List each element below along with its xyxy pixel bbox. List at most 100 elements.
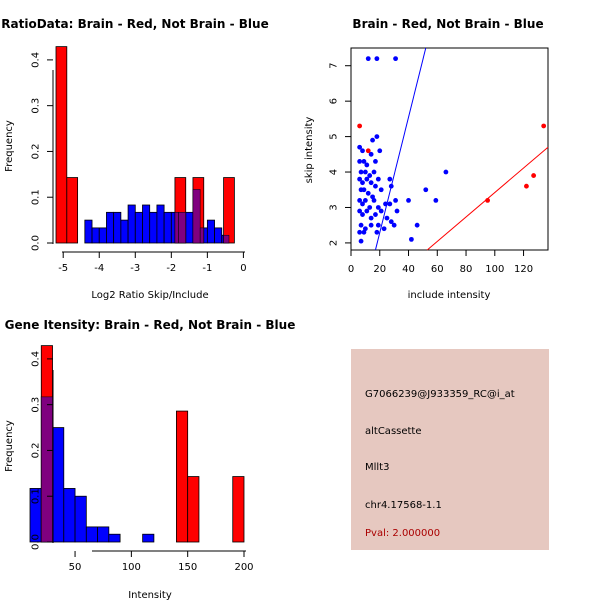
p3-red-bar-2 [187, 476, 200, 543]
p1-red-bar-1 [66, 177, 79, 244]
scatter-red-point-4 [531, 173, 537, 178]
p1-y-tick-label: 0.2 [31, 143, 42, 159]
scatter-blue-point-39 [387, 201, 393, 207]
scatter-blue-point-15 [367, 173, 373, 178]
p1-blue-bar-9 [149, 211, 158, 244]
scatter-blue-point-13 [358, 169, 364, 175]
scatter-blue-point-8 [377, 148, 383, 154]
p3-y-tick-label: 0.3 [31, 397, 42, 413]
scatter-blue-point-3 [374, 134, 380, 139]
p1-blue-bar-6 [127, 204, 136, 244]
probe-id: G7066239@J933359_RC@i_at [365, 389, 515, 400]
scatter-blue-point-18 [360, 180, 365, 186]
p3-blue-bar-4 [74, 495, 87, 543]
p1-blue-bar-10 [156, 204, 165, 244]
scatter-blue-point-40 [393, 197, 398, 203]
scatter-blue-point-48 [378, 208, 384, 214]
scatter-blue-point-23 [387, 176, 393, 182]
scatter-blue-point-20 [368, 180, 374, 186]
p1-x-tick-label: -1 [202, 263, 212, 274]
scatter-blue-point-38 [383, 201, 388, 207]
p1-blue-bar-0 [84, 219, 93, 244]
gene-name: Mllt3 [365, 462, 389, 473]
p1-blue-bar-18 [214, 227, 223, 244]
scatter-frame [350, 47, 549, 251]
p1-overlap-bar [178, 212, 186, 244]
p1-red-bar-0 [55, 46, 68, 244]
event-type: altCassette [365, 426, 422, 437]
scatter-blue-point-49 [384, 215, 390, 221]
scatter-blue-point-55 [374, 229, 380, 235]
scatter-blue-point-19 [364, 176, 370, 182]
scatter-blue-point-63 [358, 238, 364, 244]
scatter-blue-point-60 [361, 229, 367, 235]
scatter-y-tick-label: 7 [329, 63, 340, 69]
scatter-blue-point-17 [357, 176, 363, 182]
p1-x-tick-label: 0 [240, 263, 246, 274]
scatter-blue-fit-line [374, 47, 427, 251]
p3-blue-bar-7 [108, 533, 121, 543]
p3-y-tick-label: 0.1 [31, 488, 42, 504]
scatter-blue-point-54 [368, 222, 374, 228]
info-panel: G7066239@J933359_RC@i_at altCassette Mll… [351, 349, 549, 550]
scatter-blue-point-32 [357, 197, 363, 203]
p-value: Pval: 2.000000 [365, 528, 440, 539]
scatter-red-point-2 [485, 197, 491, 203]
p1-x-tick-label: -3 [130, 263, 140, 274]
p1-overlap-bar [223, 234, 230, 244]
scatter-y-tick-label: 2 [329, 240, 340, 246]
scatter-blue-point-59 [357, 229, 363, 235]
p1-y-tick-label: 0.4 [31, 52, 42, 68]
p1-blue-bar-11 [163, 211, 172, 244]
p3-x-tick-label: 50 [69, 562, 82, 573]
p3-blue-bar-2 [52, 427, 65, 543]
p1-y-tick-label: 0.0 [31, 235, 42, 251]
scatter-blue-point-2 [393, 56, 398, 62]
scatter-blue-point-50 [388, 219, 394, 225]
p3-x-tick-label: 150 [178, 562, 197, 573]
scatter-blue-point-56 [381, 226, 387, 232]
scatter-blue-point-34 [362, 197, 368, 203]
p1-overlap-bar [199, 227, 205, 244]
intensity-x-label: Intensity [128, 590, 172, 600]
intensity-y-label: Frequency [4, 420, 15, 472]
p3-y-tick-label: 0.2 [31, 442, 42, 458]
scatter-blue-point-14 [362, 169, 368, 175]
p1-blue-bar-7 [134, 211, 143, 244]
scatter-x-tick-label: 120 [514, 264, 533, 275]
scatter-blue-point-5 [357, 144, 363, 150]
p1-y-tick-label: 0.1 [31, 189, 42, 205]
p1-x-tick-label: -5 [58, 263, 68, 274]
p1-overlap-bar [192, 189, 201, 244]
p1-blue-bar-8 [142, 204, 151, 244]
p3-overlap-bar [41, 396, 53, 543]
info-panel-background [351, 349, 549, 550]
scatter-blue-point-57 [391, 222, 397, 228]
p3-y-tick-label: 0.0 [31, 534, 42, 550]
p3-x-tick-label: 100 [122, 562, 141, 573]
scatter-red-point-5 [541, 123, 547, 129]
scatter-x-tick-label: 100 [485, 264, 504, 275]
scatter-blue-point-46 [368, 215, 374, 221]
scatter-blue-point-21 [375, 176, 381, 182]
scatter-blue-point-7 [368, 151, 374, 157]
scatter-blue-point-61 [375, 222, 381, 228]
scatter-blue-point-25 [361, 187, 367, 193]
scatter-blue-point-16 [371, 169, 377, 175]
p3-blue-bar-9 [142, 533, 155, 543]
scatter-blue-point-30 [388, 183, 394, 189]
scatter-red-point-0 [357, 123, 363, 129]
p1-blue-bar-5 [120, 219, 129, 244]
scatter-y-tick-label: 4 [329, 169, 340, 175]
scatter-blue-point-29 [378, 187, 384, 193]
scatter-blue-point-11 [364, 162, 370, 168]
intensity-histogram: Gene Itensity: Brain - Red, Not Brain - … [4, 318, 295, 600]
scatter-blue-point-42 [433, 197, 439, 203]
p1-blue-bar-4 [113, 211, 122, 244]
scatter-blue-point-10 [361, 159, 367, 164]
scatter-blue-point-12 [373, 159, 378, 164]
scatter-title: Brain - Red, Not Brain - Blue [352, 17, 543, 31]
p1-overlap-bar [174, 212, 179, 244]
scatter-blue-point-1 [374, 56, 380, 62]
